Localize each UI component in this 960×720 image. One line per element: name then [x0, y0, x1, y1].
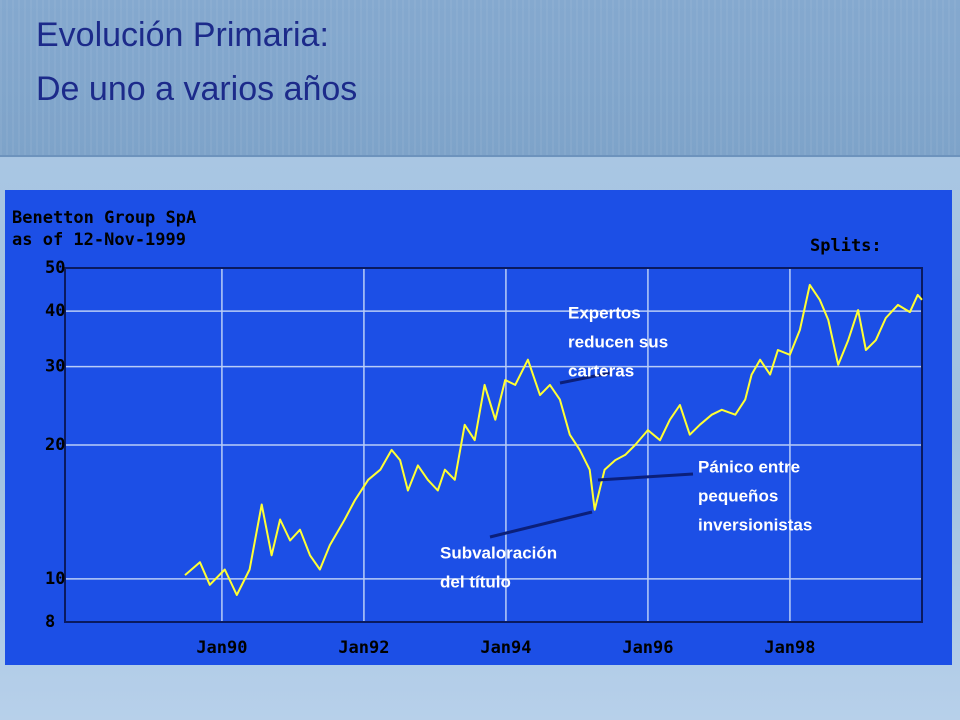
- chart-title: Benetton Group SpA: [12, 208, 196, 228]
- header-band: [0, 0, 960, 157]
- annotation: pequeños: [698, 486, 778, 505]
- chart-subtitle: as of 12-Nov-1999: [12, 230, 186, 250]
- annotation: del título: [440, 572, 511, 591]
- annotation: Pánico entre: [698, 457, 800, 476]
- annotation: Subvaloración: [440, 543, 557, 562]
- y-tick-label: 30: [45, 357, 65, 377]
- y-tick-label: 40: [45, 301, 65, 321]
- price-line: [184, 283, 923, 596]
- plot-frame: [64, 267, 923, 623]
- annotation: reducen sus: [568, 332, 668, 351]
- arrow: [559, 371, 611, 385]
- splits-label: Splits:: [810, 236, 882, 256]
- chart-background: [5, 190, 952, 665]
- annotation: carteras: [568, 361, 634, 380]
- x-tick-label: Jan94: [480, 638, 531, 658]
- annotation: Expertos: [568, 303, 641, 322]
- y-tick-label: 10: [45, 569, 65, 589]
- annotation: inversionistas: [698, 515, 812, 534]
- slide-title: De uno a varios años: [36, 70, 358, 108]
- y-tick-label: 20: [45, 435, 65, 455]
- arrow: [597, 472, 694, 482]
- x-tick-label: Jan96: [622, 638, 673, 658]
- y-tick-label: 50: [45, 258, 65, 278]
- slide-title: Evolución Primaria:: [36, 16, 329, 54]
- arrow: [489, 510, 593, 539]
- x-tick-label: Jan92: [338, 638, 389, 658]
- x-tick-label: Jan90: [196, 638, 247, 658]
- y-tick-label: 8: [45, 612, 55, 632]
- x-tick-label: Jan98: [764, 638, 815, 658]
